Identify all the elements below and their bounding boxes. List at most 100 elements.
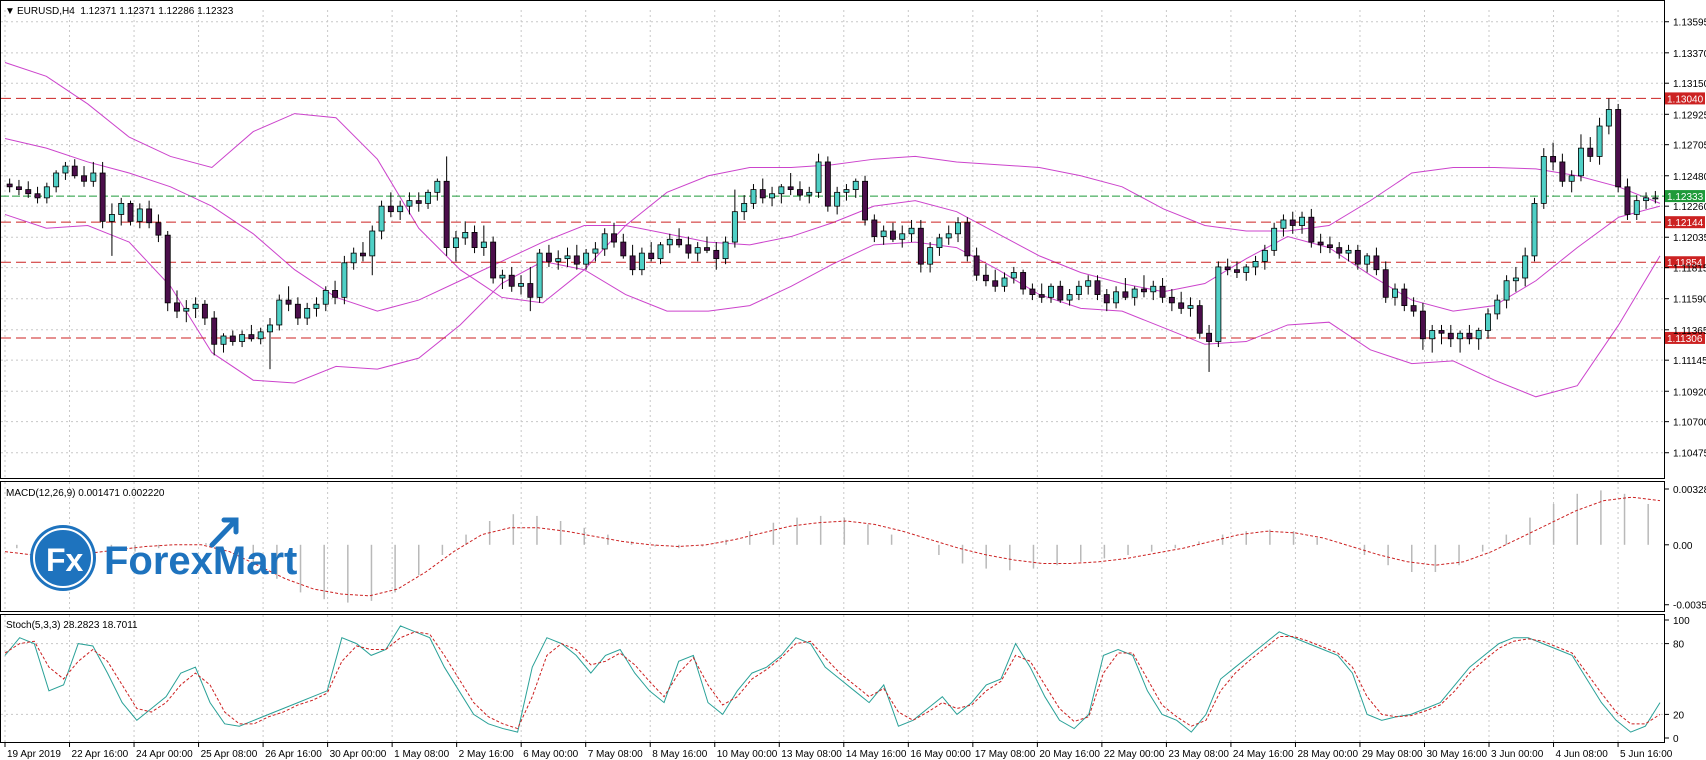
candle-bull (257, 331, 264, 340)
candle-bear (164, 234, 171, 304)
candle-bear (1615, 109, 1622, 188)
symbol-header: EURUSD,H4 1.12371 1.12371 1.12286 1.1232… (17, 6, 234, 17)
candle-bear (25, 189, 32, 195)
candle-bear (71, 165, 78, 177)
candle-bear (1410, 305, 1417, 312)
candle-bear (964, 222, 971, 257)
candle-bull (1540, 156, 1547, 204)
candle-bear (1624, 186, 1631, 215)
candle-bull (1633, 200, 1640, 215)
logo-badge-inner (33, 528, 93, 588)
y-tick-label: 1.10700 (1673, 418, 1706, 429)
candle-bear (1289, 219, 1296, 226)
candle-bear (15, 186, 22, 190)
x-tick-label: 26 Apr 16:00 (265, 749, 322, 760)
candle-bull (778, 186, 785, 195)
macd-signal-line (4, 496, 1661, 597)
candle-bear (6, 183, 13, 188)
stochastic-indicator (1, 625, 1664, 733)
candle-bear (1020, 272, 1027, 290)
candle-bull (341, 262, 348, 298)
x-tick-label: 22 Apr 16:00 (72, 749, 129, 760)
candle-bull (1001, 277, 1008, 287)
candle-bull (1243, 266, 1250, 273)
candle-bull (1475, 330, 1482, 340)
candle-bull (694, 247, 701, 254)
candle-bear (629, 255, 636, 271)
candle-bear (1196, 305, 1203, 334)
candle-bull (239, 334, 246, 342)
y-tick-label: 1.11145 (1673, 356, 1706, 367)
candle-bear (34, 193, 41, 199)
y-tick-label: 1.11365 (1673, 326, 1706, 337)
candle-bear (787, 186, 794, 190)
candle-bull (657, 244, 664, 260)
candle-bear (1401, 288, 1408, 307)
candle-bull (369, 230, 376, 257)
candle-bear (415, 200, 422, 204)
y-tick-label: 1.13370 (1673, 49, 1706, 60)
macd-indicator (4, 490, 1661, 603)
candle-bull (638, 252, 645, 271)
candle-bull (53, 172, 60, 188)
candle-bull (1568, 175, 1575, 182)
candle-bull (1261, 249, 1268, 262)
candle-bull (499, 274, 506, 279)
symbol-header-arrow: ▼ (5, 6, 15, 17)
y-tick-label: 1.12925 (1673, 110, 1706, 121)
y-tick-label: 1.13595 (1673, 18, 1706, 29)
candle-bear (992, 280, 999, 287)
candle-bull (1494, 299, 1501, 315)
candle-bull (583, 252, 590, 265)
macd-pane-frame (0, 481, 1665, 612)
logo-arrow-icon (209, 517, 239, 548)
candle-bull (267, 324, 273, 333)
candle-bull (1085, 280, 1092, 287)
candle-bull (1131, 288, 1138, 298)
candle-bull (425, 191, 432, 204)
candle-bull (741, 202, 748, 213)
x-tick-label: 6 May 00:00 (523, 749, 578, 760)
candle-bull (1503, 280, 1510, 301)
candle-bull (452, 237, 459, 248)
candle-bear (1438, 330, 1445, 334)
candle-bull (1605, 109, 1612, 127)
candle-bull (183, 307, 190, 312)
candle-bear (490, 241, 497, 279)
candle-bull (62, 165, 69, 174)
candle-bear (797, 189, 803, 196)
candle-bear (1103, 294, 1110, 304)
candle-bull (1485, 313, 1491, 331)
candle-bear (1141, 288, 1147, 293)
candles (6, 98, 1659, 372)
candle-bull (1392, 288, 1398, 298)
candle-bull (192, 303, 199, 309)
macd-y-label: -0.003526 (1673, 601, 1706, 612)
y-tick-label: 1.12705 (1673, 141, 1706, 152)
candle-bear (1168, 296, 1175, 304)
candle-bull (1652, 197, 1659, 200)
candle-bull (1187, 305, 1194, 309)
candle-bear (685, 244, 692, 254)
candle-bear (508, 274, 515, 287)
level-tag-label: 1.13040 (1667, 94, 1704, 105)
candle-bull (908, 227, 915, 235)
candle-bull (806, 191, 813, 196)
stoch-y-label: 80 (1673, 640, 1685, 651)
candle-bull (136, 208, 143, 222)
candle-bull (434, 180, 441, 193)
candle-bull (1512, 277, 1519, 282)
candle-bear (573, 255, 580, 265)
bollinger-upper (4, 62, 1661, 304)
y-tick-label: 1.11590 (1673, 295, 1706, 306)
candle-bull (945, 233, 952, 239)
candle-bear (1233, 269, 1240, 273)
stoch-main-line (4, 625, 1661, 733)
level-tag (1665, 92, 1705, 105)
candle-bull (397, 205, 404, 213)
candle-bull (1429, 330, 1436, 340)
candle-bear (1057, 285, 1064, 301)
stoch-pane-frame (0, 614, 1665, 743)
candle-bull (936, 237, 943, 248)
